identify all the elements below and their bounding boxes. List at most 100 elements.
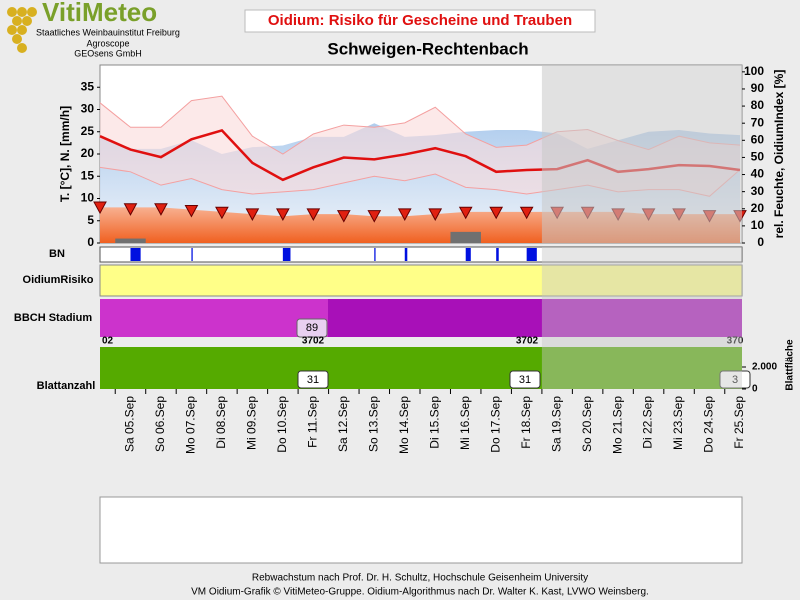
x-tick-label: Fr 18.Sep <box>519 396 533 449</box>
y-tick-label: 30 <box>81 102 95 116</box>
y-tick-label: 25 <box>81 124 95 138</box>
y2-axis-label: rel. Feuchte, OidiumIndex [%] <box>772 70 786 239</box>
bn-mark <box>465 248 471 261</box>
y-axis-label: T. [°C], N. [mm/h] <box>58 106 72 202</box>
oidium-index-marker <box>336 210 351 223</box>
leaf-box <box>509 370 541 389</box>
bbch-stage: 370 <box>727 336 744 347</box>
forecast-shade-lower <box>541 247 742 389</box>
y2-tick-label: 90 <box>751 81 765 95</box>
oidium-index-marker <box>397 208 412 221</box>
x-tick-label: Mo 07.Sep <box>184 396 198 454</box>
bn-mark <box>496 248 499 261</box>
x-tick-label: Di 08.Sep <box>214 396 228 449</box>
oidium-index-marker <box>306 208 321 221</box>
y2-tick-label: 70 <box>751 115 765 129</box>
x-tick-label: Fr 11.Sep <box>306 396 320 448</box>
oidium-index-marker <box>154 203 168 216</box>
bn-strip <box>99 246 743 263</box>
leaf-box <box>719 370 751 389</box>
x-tick-label: Mi 16.Sep <box>458 396 472 450</box>
x-tick-label: Sa 12.Sep <box>336 396 350 452</box>
leaves-strip <box>100 347 742 389</box>
bn-mark <box>282 248 291 261</box>
leaf-count: 3 <box>732 374 738 386</box>
legend <box>99 496 743 564</box>
y-tick-label: 0 <box>87 235 94 249</box>
oidium-index-marker <box>458 206 473 220</box>
oidium-index-marker <box>367 210 382 223</box>
oidium-index-marker <box>184 204 199 218</box>
oidium-index-marker <box>123 203 138 216</box>
precip-bar <box>450 231 481 243</box>
x-tick-label: Do 10.Sep <box>275 396 289 453</box>
x-tick-label: Do 17.Sep <box>488 396 502 453</box>
oidium-index-marker <box>215 206 229 220</box>
leaves-label: Blattanzahl <box>37 380 96 392</box>
precip-bar <box>115 238 146 243</box>
y2-tick-label: 0 <box>757 235 764 249</box>
x-tick-label: Sa 05.Sep <box>123 396 137 452</box>
bn-mark <box>404 248 408 261</box>
org: Staatliches Weinbauinstitut Freiburg <box>36 27 180 37</box>
org: Agroscope <box>86 38 129 48</box>
org: GEOsens GmbH <box>74 48 142 58</box>
bbch-value: 89 <box>306 322 318 334</box>
x-tick-label: Mo 21.Sep <box>610 396 624 454</box>
bbch-strip-dark <box>328 299 742 337</box>
x-tick-label: Mi 09.Sep <box>245 396 259 450</box>
y2-tick-label: 40 <box>751 167 765 181</box>
leaf-count: 31 <box>519 374 531 386</box>
y2-tick-label: 50 <box>751 150 765 164</box>
y2-tick-label: 30 <box>751 184 765 198</box>
bn-mark <box>526 248 537 261</box>
x-tick-label: Fr 25.Sep <box>732 396 746 449</box>
oidium-index-marker <box>519 206 534 220</box>
logo: VitiMeteo <box>42 0 157 27</box>
leaf-count: 31 <box>307 374 319 386</box>
chart-subtitle: Schweigen-Rechtenbach <box>327 39 528 58</box>
y2-tick-label: 10 <box>751 218 765 232</box>
x-tick-label: So 06.Sep <box>153 396 167 452</box>
x-tick-label: Di 22.Sep <box>641 396 655 449</box>
risk-label: OidiumRisiko <box>23 274 94 286</box>
footer: VM Oidium-Grafik © VitiMeteo-Gruppe. Oid… <box>191 587 649 598</box>
leaf-box <box>297 370 329 389</box>
y2-tick-label: 100 <box>744 64 764 78</box>
x-tick-label: So 13.Sep <box>366 396 380 452</box>
bbch-stage: 3702 <box>302 336 325 347</box>
bn-mark <box>191 248 193 261</box>
oidium-index-marker <box>276 208 290 221</box>
x-tick-label: Sa 19.Sep <box>549 396 563 452</box>
bbch-stage: 3702 <box>516 336 539 347</box>
y2-tick-label: 20 <box>751 201 765 215</box>
risk-strip <box>99 264 743 297</box>
y-tick-label: 15 <box>81 168 95 182</box>
plot: 051015202530350102030405060708090100BNOi… <box>14 64 796 558</box>
y-tick-label: 35 <box>81 79 95 93</box>
leaf-tick: 2.000 <box>752 362 777 373</box>
bbch-stage: 02 <box>102 336 114 347</box>
oidium-index-marker <box>93 201 107 215</box>
footer: Rebwachstum nach Prof. Dr. H. Schultz, H… <box>252 573 588 584</box>
logo-grapes <box>7 7 37 53</box>
bn-mark <box>374 248 376 261</box>
x-tick-label: Mi 23.Sep <box>671 396 685 450</box>
x-tick-label: Mo 14.Sep <box>397 396 411 454</box>
y-tick-label: 5 <box>87 213 94 227</box>
title-box <box>244 9 596 33</box>
x-tick-label: Do 24.Sep <box>702 396 716 453</box>
y-tick-label: 20 <box>81 146 95 160</box>
bn-mark <box>130 248 141 261</box>
oidium-index-marker <box>245 208 260 221</box>
oidium-index-marker <box>489 206 504 220</box>
y2-tick-label: 80 <box>751 98 765 112</box>
bn-label: BN <box>49 248 65 260</box>
y-tick-label: 10 <box>81 191 95 205</box>
y2-tick-label: 60 <box>751 132 765 146</box>
x-tick-label: So 20.Sep <box>580 396 594 452</box>
bbch-label: BBCH Stadium <box>14 312 92 324</box>
forecast-shade <box>541 65 742 243</box>
leaf-tick: 0 <box>752 384 758 395</box>
